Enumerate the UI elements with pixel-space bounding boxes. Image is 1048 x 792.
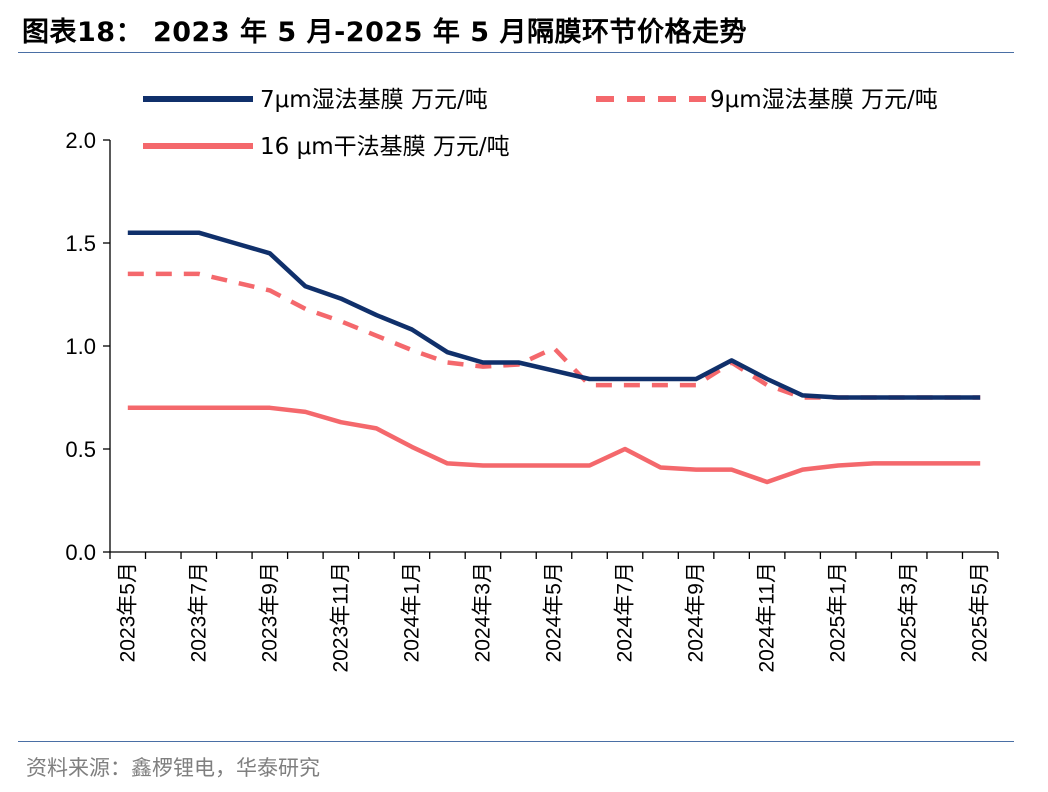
title-divider <box>18 52 1014 53</box>
x-tick-label: 2023年7月 <box>187 562 210 662</box>
y-axis: 0.0 0.5 1.0 1.5 2.0 <box>65 128 111 565</box>
series-line-7um-wet <box>127 230 981 400</box>
x-tick-label: 2023年5月 <box>116 562 139 662</box>
x-tick-label: 2024年3月 <box>471 562 494 662</box>
source-divider <box>18 741 1014 742</box>
legend-label-9um-wet: 9μm湿法基膜 万元/吨 <box>710 87 938 113</box>
legend-label-16um-dry: 16 μm干法基膜 万元/吨 <box>260 134 510 160</box>
chart-legend: 7μm湿法基膜 万元/吨 9μm湿法基膜 万元/吨 16 μm干法基膜 万元/吨 <box>143 87 938 160</box>
x-tick-label: 2023年11月 <box>329 562 352 673</box>
series-layer <box>127 230 981 485</box>
x-tick-label: 2024年7月 <box>614 562 637 662</box>
x-tick-label: 2024年11月 <box>756 562 779 673</box>
y-tick-label: 0.0 <box>65 540 96 565</box>
source-note: 资料来源：鑫椤锂电，华泰研究 <box>26 756 320 780</box>
x-tick-label: 2023年9月 <box>258 562 281 662</box>
x-tick-label: 2025年5月 <box>969 562 992 662</box>
x-axis: 2023年5月 2023年7月 2023年9月 2023年11月 2024年1月 2024… <box>109 551 999 673</box>
x-tick-label: 2024年5月 <box>543 562 566 662</box>
x-tick-label: 2024年9月 <box>685 562 708 662</box>
x-tick-label: 2025年3月 <box>898 562 921 662</box>
x-tick-label: 2024年1月 <box>400 562 423 662</box>
y-tick-label: 2.0 <box>65 128 96 153</box>
y-tick-label: 0.5 <box>65 437 96 462</box>
series-line-16um-dry <box>127 405 981 485</box>
legend-label-7um-wet: 7μm湿法基膜 万元/吨 <box>260 87 488 113</box>
series-line-9um-wet <box>127 271 981 400</box>
line-chart: 7μm湿法基膜 万元/吨 9μm湿法基膜 万元/吨 16 μm干法基膜 万元/吨… <box>65 87 999 673</box>
x-tick-label: 2025年1月 <box>827 562 850 662</box>
y-tick-label: 1.5 <box>65 231 96 256</box>
figure-title: 图表18： 2023 年 5 月-2025 年 5 月隔膜环节价格走势 <box>22 17 747 48</box>
y-tick-label: 1.0 <box>65 334 96 359</box>
